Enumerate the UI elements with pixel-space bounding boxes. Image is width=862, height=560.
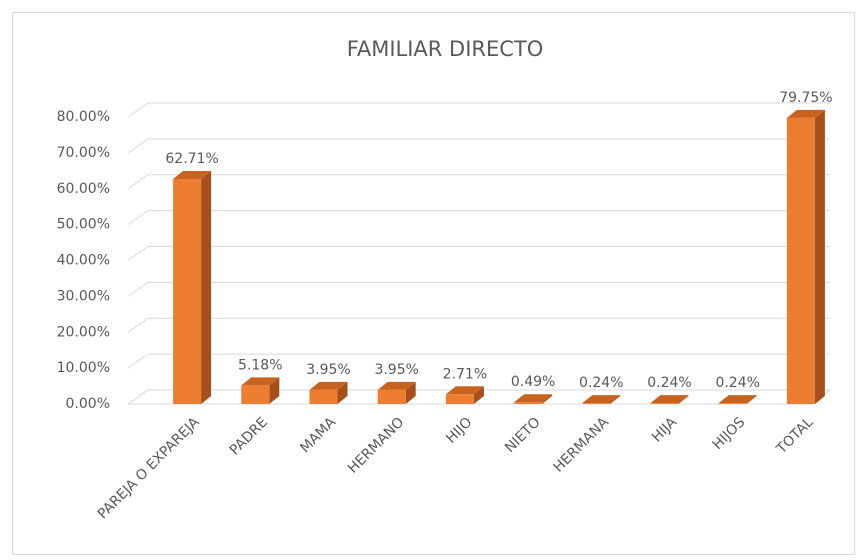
data-label: 3.95%	[374, 362, 418, 378]
bar	[445, 394, 474, 404]
y-tick-label: 60.00%	[57, 181, 110, 197]
y-tick-label: 0.00%	[66, 396, 110, 412]
bar-side	[610, 395, 621, 404]
data-label: 0.49%	[511, 374, 555, 390]
bar	[786, 117, 815, 404]
bar-top	[650, 395, 689, 404]
data-label: 0.24%	[647, 375, 691, 391]
bar-side	[201, 171, 212, 404]
bar-top	[786, 109, 825, 118]
y-tick-label: 70.00%	[57, 145, 110, 161]
y-tick-label: 40.00%	[57, 253, 110, 269]
bar-top	[718, 395, 757, 404]
grid-line	[127, 102, 830, 118]
data-label: 79.75%	[779, 90, 832, 106]
bar	[241, 385, 270, 404]
y-tick-label: 80.00%	[57, 109, 110, 125]
data-label: 5.18%	[238, 357, 282, 373]
bar	[309, 389, 338, 404]
grid-line	[127, 246, 830, 261]
grid-line	[127, 138, 830, 154]
bar-top	[241, 377, 280, 386]
data-label: 3.95%	[306, 362, 350, 378]
chart-title: FAMILIAR DIRECTO	[347, 37, 544, 61]
bar-side	[814, 109, 825, 404]
grid-line	[127, 210, 830, 226]
data-label: 0.24%	[715, 375, 759, 391]
y-tick-label: 50.00%	[57, 217, 110, 233]
bar-top	[377, 381, 416, 390]
bar-side	[746, 395, 757, 404]
bar-side	[678, 395, 689, 404]
data-label: 0.24%	[579, 375, 623, 391]
y-tick-label: 20.00%	[57, 324, 110, 340]
bar-top	[173, 171, 212, 180]
bar-side	[337, 381, 348, 404]
grid-line	[127, 353, 830, 369]
bar-side	[473, 386, 484, 404]
bar-top	[445, 386, 484, 395]
y-tick-label: 10.00%	[57, 360, 110, 376]
bar	[377, 389, 406, 404]
bar-side	[405, 381, 416, 404]
data-label: 2.71%	[443, 366, 487, 382]
grid-line	[127, 174, 830, 190]
bar	[173, 179, 202, 404]
y-tick-label: 30.00%	[57, 288, 110, 304]
bar	[514, 402, 543, 404]
grid-line	[127, 281, 830, 297]
bar-top	[582, 395, 621, 404]
data-label: 62.71%	[165, 151, 218, 167]
bar	[650, 403, 679, 404]
bar-top	[309, 381, 348, 390]
grid-line	[127, 389, 830, 405]
bar-side	[269, 377, 280, 404]
bar-side	[542, 394, 553, 404]
bar	[718, 403, 747, 404]
bar-top	[514, 394, 553, 403]
grid-line	[127, 317, 830, 333]
bar	[582, 403, 611, 404]
